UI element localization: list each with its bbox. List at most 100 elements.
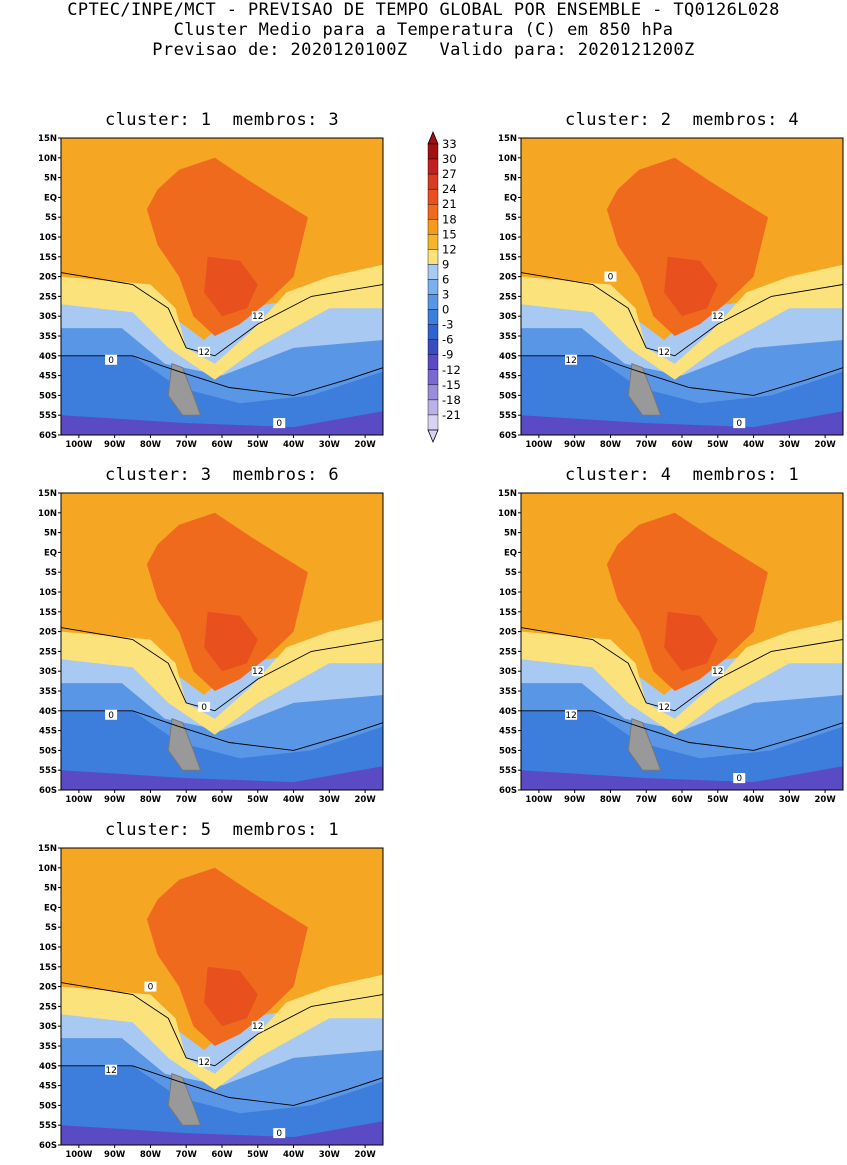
lat-label: 5S (505, 213, 517, 223)
lon-label: 80W (140, 440, 162, 450)
lon-label: 90W (104, 440, 126, 450)
lat-label: 55S (499, 411, 517, 421)
lat-label: 30S (39, 1022, 57, 1032)
lat-label: 10N (498, 154, 517, 164)
contour-label: 0 (108, 356, 114, 366)
lat-label: EQ (504, 193, 517, 203)
contour-label: 0 (108, 711, 114, 721)
temperature-region (664, 256, 718, 317)
lat-label: 35S (499, 332, 517, 342)
lat-label: 35S (39, 687, 57, 697)
lat-label: 30S (499, 312, 517, 322)
lat-label: 20S (39, 273, 57, 283)
temperature-map: 12 12 0 0 15N 10N 5N EQ 5S 10S 15S 20S 25S 30S 35S 40S 4… (38, 134, 384, 450)
lat-label: 20S (39, 628, 57, 638)
lon-label: 30W (319, 440, 341, 450)
lon-label: 80W (140, 795, 162, 805)
colorbar-swatch (427, 264, 439, 280)
colorbar-label: 30 (442, 152, 457, 166)
contour-label-box (144, 981, 157, 992)
colorbar-swatch (427, 279, 439, 295)
contour-label-box (273, 1128, 286, 1139)
lon-label: 40W (283, 795, 305, 805)
lat-label: 10S (39, 588, 57, 598)
lon-label: 60W (211, 440, 233, 450)
patagonia-coastline (167, 363, 202, 416)
colorbar-swatch (427, 158, 439, 175)
colorbar-swatch (427, 414, 439, 431)
lat-label: 40S (499, 707, 517, 717)
lat-label: 10S (499, 233, 517, 243)
contour-label: 12 (712, 667, 723, 677)
colorbar-swatch (427, 324, 439, 340)
patagonia-coastline (627, 363, 662, 416)
contour-label: 12 (105, 1066, 116, 1076)
colorbar-swatch (427, 249, 439, 265)
lat-label: 50S (39, 1101, 57, 1111)
contour-label-box (658, 346, 671, 357)
lon-label: 70W (636, 440, 658, 450)
lon-label: 50W (707, 795, 729, 805)
contour-label-box (105, 709, 118, 720)
lat-label: 55S (39, 766, 57, 776)
lat-label: 40S (39, 352, 57, 362)
contour-label-box (198, 1056, 211, 1067)
lat-label: 45S (39, 1082, 57, 1092)
temperature-region (606, 157, 768, 336)
contour-label-box (251, 311, 264, 322)
lon-label: 40W (743, 440, 765, 450)
contour-label: 0 (201, 703, 207, 713)
contour-label-box (251, 666, 264, 677)
lat-label: 35S (499, 687, 517, 697)
colorbar-swatch (427, 188, 439, 205)
temperature-region (61, 619, 383, 735)
lon-label: 70W (176, 795, 198, 805)
lon-label: 20W (355, 1150, 377, 1160)
lat-label: 60S (499, 786, 517, 796)
temperature-region (521, 766, 843, 790)
lon-label: 50W (247, 795, 269, 805)
temperature-region (204, 966, 258, 1027)
temperature-region (61, 710, 383, 790)
lat-label: 45S (39, 727, 57, 737)
contour-label-box (105, 1064, 118, 1075)
lat-label: 10N (38, 154, 57, 164)
lat-label: 25S (39, 647, 57, 657)
lon-label: 90W (104, 1150, 126, 1160)
lat-label: 15S (499, 253, 517, 263)
lon-label: 60W (211, 1150, 233, 1160)
colorbar-label: 0 (442, 303, 449, 317)
contour-label: 0 (148, 983, 154, 993)
colorbar-swatch (427, 309, 439, 325)
lat-label: 40S (39, 1062, 57, 1072)
contour-label: 0 (736, 419, 742, 429)
lat-label: 30S (499, 667, 517, 677)
panel-title: cluster: 1 membros: 3 (105, 110, 339, 130)
lat-label: 55S (39, 411, 57, 421)
contour-label-box (733, 773, 746, 784)
contour-line-0 (61, 355, 383, 396)
temperature-region (61, 1121, 383, 1145)
lat-label: 10S (39, 943, 57, 953)
cluster-panel-1: cluster: 1 membros: 3 12 12 0 0 15N 10N 5N EQ 5S… (0, 110, 390, 455)
colorbar-label: -6 (442, 333, 453, 347)
contour-label-box (105, 354, 118, 365)
colorbar-swatch (427, 384, 439, 401)
lat-label: 10N (38, 509, 57, 519)
temperature-region (61, 974, 383, 1090)
lat-label: 10N (498, 509, 517, 519)
cluster-panel-5: cluster: 5 membros: 1 12 12 12 0 0 15N 10N 5N EQ… (0, 820, 390, 1165)
contour-label: 12 (252, 1022, 263, 1032)
temperature-region (61, 766, 383, 790)
lon-label: 50W (247, 1150, 269, 1160)
lat-label: 15S (39, 253, 57, 263)
colorbar-label: 9 (442, 257, 449, 271)
lat-label: 45S (499, 372, 517, 382)
temperature-map: 12 0 0 15N 10N 5N EQ 5S 10S 15S 20S 25S 30S 35S 40S 45S… (38, 489, 384, 805)
colorbar-label: 27 (442, 167, 457, 181)
lat-label: 60S (499, 431, 517, 441)
contour-label: 12 (198, 348, 209, 358)
temperature-region (521, 264, 843, 380)
colorbar-swatch (427, 399, 439, 416)
